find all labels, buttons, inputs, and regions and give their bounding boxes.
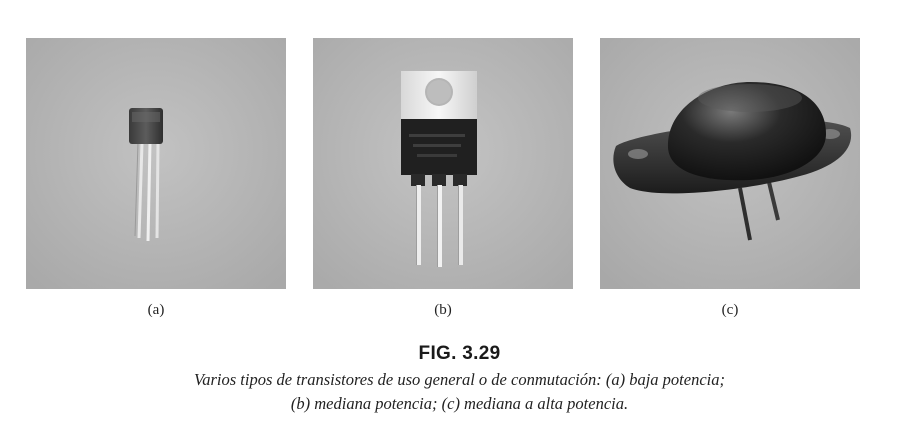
photo-low-power-transistor	[26, 38, 286, 289]
panel-label-a: (a)	[147, 302, 165, 318]
panel-label-b: (b)	[434, 302, 452, 318]
figure-caption-line-2: (b) mediana potencia; (c) mediana a alta…	[290, 394, 629, 413]
figure-number: FIG. 3.29	[418, 343, 501, 364]
photo-medium-power-transistor	[313, 38, 573, 289]
photo-high-power-transistor	[600, 38, 860, 289]
figure-caption-line-1: Varios tipos de transistores de uso gene…	[194, 370, 725, 389]
panel-label-c: (c)	[721, 302, 739, 318]
